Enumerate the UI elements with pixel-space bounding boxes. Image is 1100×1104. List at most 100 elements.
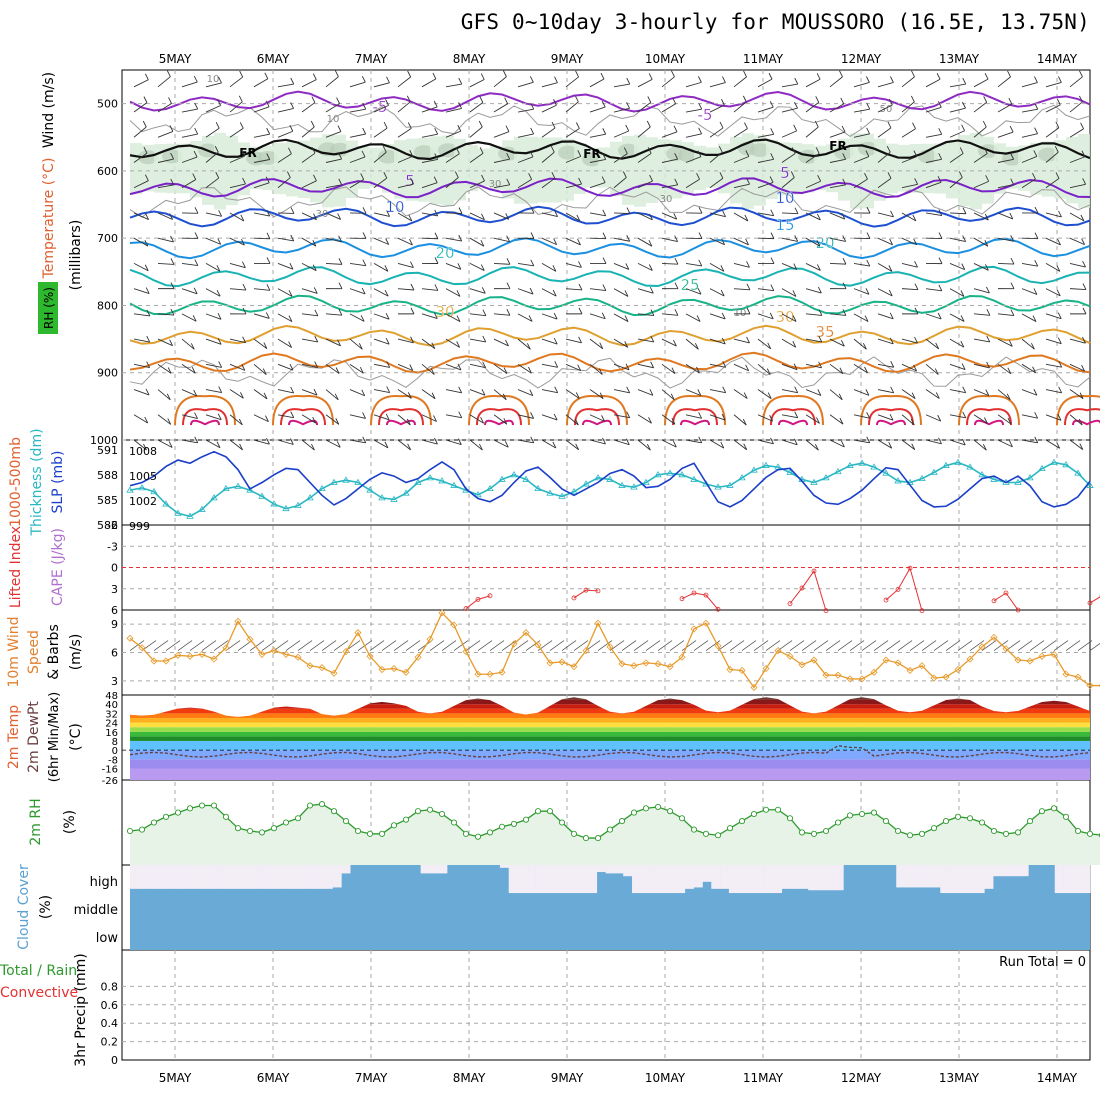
wind-barb xyxy=(411,284,414,290)
cloud-level-label: middle xyxy=(74,903,118,918)
wind-barb xyxy=(315,310,318,316)
rh-marker xyxy=(991,828,996,833)
surface-wind-barb xyxy=(898,641,912,651)
wind-barb xyxy=(720,122,723,128)
wind-barb xyxy=(734,289,750,290)
cloud-cover-gap xyxy=(676,865,685,893)
wind-barb xyxy=(998,77,1011,87)
slp-tick: 1008 xyxy=(129,445,157,458)
day-label-bottom: 11MAY xyxy=(743,1071,784,1085)
cloud-cover-gap xyxy=(791,865,800,889)
cloud-cover-gap xyxy=(755,865,764,893)
wind-barb xyxy=(507,309,510,315)
surface-wind-barb xyxy=(1054,641,1068,651)
wind-barb xyxy=(614,213,630,214)
surface-wind-barb xyxy=(262,641,276,651)
rh-marker xyxy=(319,801,324,806)
run-total-label: Run Total = 0 xyxy=(999,955,1086,970)
temperature-band xyxy=(130,723,1090,728)
cloud-cover-gap xyxy=(535,865,544,893)
wind-barb xyxy=(311,121,314,127)
rh-marker xyxy=(979,820,984,825)
cloud-cover-gap xyxy=(650,865,659,893)
cloud-cover-gap xyxy=(905,865,914,887)
rh-marker xyxy=(763,807,768,812)
wind-barb xyxy=(662,238,678,241)
warm-cell-contour xyxy=(975,421,1003,425)
rh-marker xyxy=(487,830,492,835)
cloud-cover-gap xyxy=(720,865,729,889)
wind-barb xyxy=(878,390,894,393)
cloud-cover-gap xyxy=(526,865,535,893)
temp-2m-axis-label: 2m Temp xyxy=(6,705,22,769)
rh-marker xyxy=(571,831,576,836)
day-label-bottom: 7MAY xyxy=(355,1071,388,1085)
wind-barb xyxy=(542,83,557,87)
wind-barb xyxy=(662,132,677,137)
temp-unit-label: (°C) xyxy=(68,723,84,751)
day-label-top: 11MAY xyxy=(743,52,784,66)
lifted-index-tick: 3 xyxy=(111,583,118,596)
temperature-band xyxy=(130,736,1090,741)
cloud-cover-gap xyxy=(333,865,342,887)
rh-marker xyxy=(223,814,228,819)
wind-barb xyxy=(408,71,411,77)
precip-tick: 0.6 xyxy=(101,999,119,1012)
wind-barb xyxy=(902,77,915,87)
wind-barb xyxy=(167,71,170,77)
wind-barb xyxy=(902,339,918,343)
surface-wind-barb xyxy=(190,641,204,651)
rh-marker xyxy=(355,828,360,833)
wind-barb xyxy=(638,79,652,86)
cloud-cover-gap xyxy=(667,865,676,893)
rh-shading xyxy=(934,143,946,193)
rh-marker xyxy=(811,831,816,836)
rh-marker xyxy=(727,826,732,831)
cloud-cover-gap xyxy=(711,865,720,889)
rh-marker xyxy=(151,820,156,825)
surface-wind-barb xyxy=(622,641,636,651)
wind-barb xyxy=(459,208,462,214)
rh-marker xyxy=(907,833,912,838)
wind-barb xyxy=(350,339,362,349)
cloud-cover-gap xyxy=(289,865,298,889)
rh-marker xyxy=(607,827,612,832)
rh-marker xyxy=(883,818,888,823)
wind-barb xyxy=(240,71,243,77)
cloud-cover-gap xyxy=(641,865,650,893)
wind-barb xyxy=(830,390,842,400)
wind-barb xyxy=(710,390,726,393)
rh-shading xyxy=(946,140,958,198)
wind-barb xyxy=(169,97,172,103)
wind-barb xyxy=(722,77,725,83)
surface-wind-barb xyxy=(370,641,384,651)
wind-barb xyxy=(867,260,870,266)
wind-barb xyxy=(648,96,651,102)
cloud-cover-gap xyxy=(500,865,509,868)
wind-barb xyxy=(267,128,270,134)
warm-cell-contour xyxy=(681,421,709,425)
wind-barb xyxy=(302,80,316,87)
wind-barb xyxy=(1011,283,1014,289)
thickness-tick: 591 xyxy=(97,444,118,457)
wind-barb xyxy=(566,440,579,450)
wind-barb xyxy=(363,260,366,266)
wind-barb xyxy=(1058,76,1061,82)
wind-barb xyxy=(494,390,506,400)
wind-barb xyxy=(699,260,702,266)
wind-barb xyxy=(206,213,222,216)
wind-barb xyxy=(182,263,198,265)
isotherm-label: 15 xyxy=(775,216,794,234)
wind-barb xyxy=(998,314,1014,316)
day-label-top: 7MAY xyxy=(355,52,388,66)
temperature-bands xyxy=(130,695,1090,780)
cloud-cover-gap xyxy=(984,865,993,889)
rh-marker xyxy=(163,814,168,819)
wind-barb xyxy=(195,128,198,134)
day-label-bottom: 5MAY xyxy=(159,1071,192,1085)
wind-barb xyxy=(1083,308,1086,314)
cloud-cover-gap xyxy=(227,865,236,889)
cloud-cover-gap xyxy=(139,865,148,889)
wind-barb xyxy=(566,263,581,267)
